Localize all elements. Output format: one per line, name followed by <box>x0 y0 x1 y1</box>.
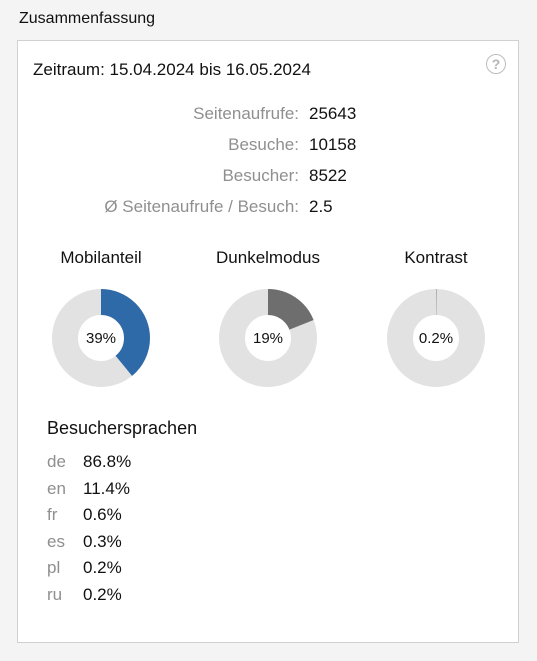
language-code: es <box>47 531 65 551</box>
period-from: 15.04.2024 <box>109 60 195 79</box>
language-code: ru <box>47 584 63 604</box>
stat-label: Seitenaufrufe: <box>193 104 299 123</box>
period-joiner: bis <box>199 60 222 79</box>
stat-value: 25643 <box>309 104 357 123</box>
stat-row-pageviews: Seitenaufrufe: 25643 <box>18 104 518 135</box>
summary-card: Zeitraum: 15.04.2024 bis 16.05.2024 ? Se… <box>17 40 519 643</box>
languages-title: Besuchersprachen <box>47 418 198 438</box>
language-code: de <box>47 452 66 471</box>
language-code: pl <box>47 558 61 578</box>
stat-label: Besucher: <box>222 166 299 185</box>
donut-arc <box>52 289 150 387</box>
donut-title: Dunkelmodus <box>216 248 320 267</box>
donut-dark-mode: Dunkelmodus 19% <box>208 248 328 388</box>
language-share: 0.2% <box>83 584 122 604</box>
stat-row-pageviews-per-visit: Ø Seitenaufrufe / Besuch: 2.5 <box>18 197 518 228</box>
language-code: fr <box>47 505 58 525</box>
language-item: es 0.3% <box>47 532 247 559</box>
donut-percent-label: 39% <box>85 329 117 347</box>
stats-list: Seitenaufrufe: 25643 Besuche: 10158 Besu… <box>18 104 518 228</box>
language-item: ru 0.2% <box>47 585 247 612</box>
donut-chart <box>387 289 485 387</box>
language-share: 0.6% <box>83 505 122 525</box>
stat-row-visitors: Besucher: 8522 <box>18 166 518 197</box>
language-item: en 11.4% <box>47 479 247 506</box>
donut-percent-label: 19% <box>252 329 284 347</box>
donut-arc <box>387 289 485 387</box>
donut-mobile-share: Mobilanteil 39% <box>41 248 161 388</box>
language-share: 0.3% <box>83 531 122 551</box>
donut-chart <box>52 289 150 387</box>
donut-contrast: Kontrast 0.2% <box>376 248 496 388</box>
question-circle-icon[interactable]: ? <box>486 54 506 74</box>
period-to: 16.05.2024 <box>225 60 311 79</box>
period-label: Zeitraum: <box>33 60 105 79</box>
language-share: 11.4% <box>83 478 130 498</box>
stat-label: Ø Seitenaufrufe / Besuch: <box>104 197 299 216</box>
stat-value: 2.5 <box>309 197 333 216</box>
period-text: Zeitraum: 15.04.2024 bis 16.05.2024 <box>33 60 311 80</box>
donut-title: Kontrast <box>404 248 468 267</box>
language-share: 86.8% <box>83 452 132 471</box>
stat-label: Besuche: <box>228 135 299 154</box>
language-item: pl 0.2% <box>47 558 247 585</box>
stat-value: 10158 <box>309 135 357 154</box>
language-item: fr 0.6% <box>47 505 247 532</box>
donut-title: Mobilanteil <box>60 248 142 267</box>
languages-list: de 86.8% en 11.4% fr 0.6% es 0.3% pl 0.2… <box>47 452 247 612</box>
donut-percent-label: 0.2% <box>418 329 454 347</box>
donut-arc <box>219 289 317 387</box>
stat-value: 8522 <box>309 166 347 185</box>
language-code: en <box>47 478 66 498</box>
donut-chart <box>219 289 317 387</box>
stat-row-visits: Besuche: 10158 <box>18 135 518 166</box>
language-item: de 86.8% <box>47 452 247 479</box>
language-share: 0.2% <box>83 558 122 578</box>
section-title: Zusammenfassung <box>19 10 156 27</box>
